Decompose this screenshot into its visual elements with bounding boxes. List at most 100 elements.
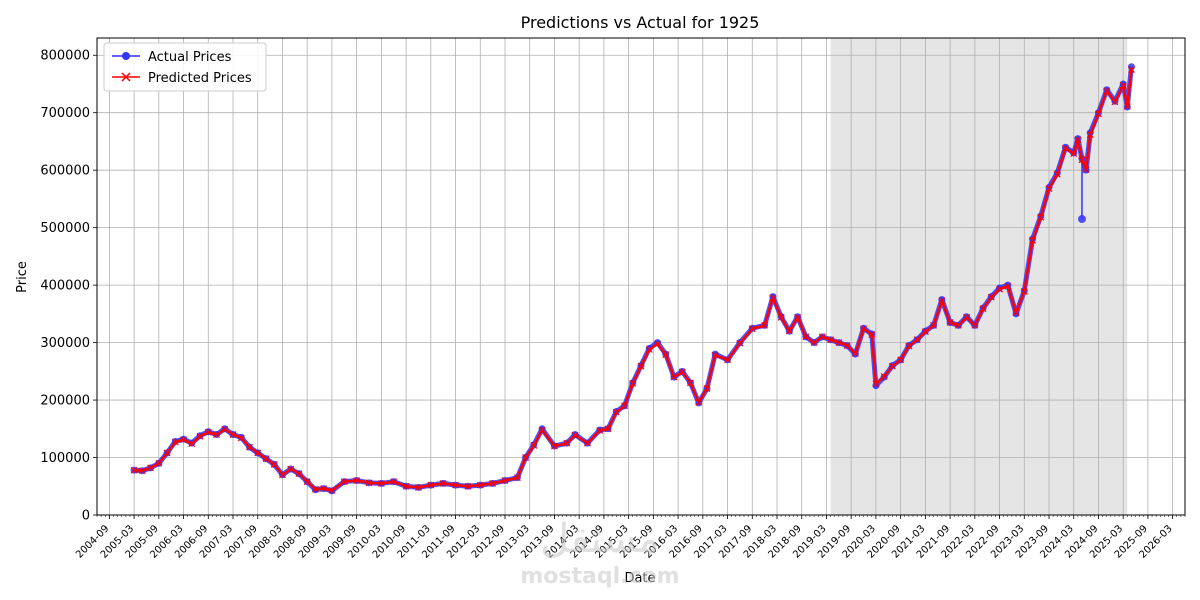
predicted-price-point bbox=[1086, 131, 1094, 138]
predicted-price-point bbox=[522, 454, 530, 461]
predicted-price-point bbox=[563, 439, 571, 447]
predicted-price-point bbox=[987, 293, 995, 301]
predicted-price-point bbox=[748, 325, 756, 333]
predicted-price-point bbox=[402, 482, 410, 490]
predicted-price-point bbox=[868, 331, 876, 338]
predicted-price-point bbox=[180, 436, 187, 444]
predicted-price-point bbox=[930, 321, 938, 329]
predicted-price-point bbox=[1020, 288, 1028, 295]
legend-predicted-label: Predicted Prices bbox=[148, 71, 252, 86]
predicted-price-point bbox=[612, 408, 620, 416]
predicted-price-point bbox=[662, 351, 670, 359]
predicted-price-point bbox=[654, 340, 661, 348]
predicted-price-point bbox=[645, 346, 653, 353]
predicted-price-point bbox=[1074, 136, 1082, 144]
predicted-price-point bbox=[583, 439, 591, 447]
watermark-arabic: مستقل bbox=[540, 516, 660, 562]
y-tick-label: 200000 bbox=[40, 394, 90, 409]
legend-box bbox=[103, 42, 267, 92]
predicted-price-point bbox=[551, 442, 558, 450]
predicted-price-point bbox=[270, 461, 278, 468]
predicted-price-point bbox=[818, 333, 826, 341]
predicted-price-point bbox=[1062, 144, 1069, 152]
shaded-region bbox=[830, 38, 1128, 515]
predicted-price-point bbox=[287, 465, 295, 473]
predicted-price-point bbox=[1095, 110, 1102, 118]
legend-actual-label: Actual Prices bbox=[148, 50, 232, 65]
predicted-price-point bbox=[489, 479, 497, 487]
predicted-price-point bbox=[695, 398, 703, 406]
predicted-price-point bbox=[476, 481, 484, 489]
predicted-price-point bbox=[971, 321, 979, 329]
predicted-price-point bbox=[905, 342, 913, 350]
predicted-price-point bbox=[439, 479, 447, 487]
predicted-price-point bbox=[979, 305, 987, 313]
predicted-price-point bbox=[785, 327, 793, 335]
predicted-price-point bbox=[303, 478, 311, 486]
predicted-price-point bbox=[1127, 66, 1135, 74]
predicted-price-point bbox=[1037, 213, 1045, 221]
predicted-price-point bbox=[237, 434, 245, 442]
predicted-price-point bbox=[1123, 102, 1131, 110]
y-tick-label: 400000 bbox=[40, 279, 90, 294]
predicted-price-point bbox=[843, 342, 851, 349]
predicted-price-point bbox=[897, 356, 905, 364]
actual-outlier-point bbox=[1077, 215, 1086, 224]
y-tick-label: 600000 bbox=[40, 164, 90, 179]
predicted-price-point bbox=[415, 483, 422, 491]
y-tick-label: 800000 bbox=[40, 49, 90, 64]
predicted-price-point bbox=[390, 478, 398, 486]
predicted-price-point bbox=[769, 294, 777, 302]
predicted-price-point bbox=[761, 321, 769, 329]
predicted-price-point bbox=[921, 328, 929, 336]
predicted-price-point bbox=[320, 485, 328, 492]
predicted-price-point bbox=[464, 482, 472, 490]
predicted-price-point bbox=[596, 427, 604, 434]
predicted-price-point bbox=[670, 373, 678, 381]
predicted-price-point bbox=[946, 319, 954, 326]
predicted-price-point bbox=[872, 380, 880, 388]
predicted-price-point bbox=[279, 471, 286, 479]
predicted-price-point bbox=[1082, 166, 1090, 174]
predicted-price-point bbox=[621, 402, 628, 410]
predicted-price-point bbox=[513, 474, 521, 482]
predicted-price-point bbox=[1045, 185, 1053, 192]
y-tick-label: 500000 bbox=[40, 221, 90, 236]
predicted-price-point bbox=[703, 385, 711, 392]
predicted-price-point bbox=[777, 313, 785, 321]
predicted-price-point bbox=[530, 442, 538, 449]
predicted-price-point bbox=[328, 486, 336, 494]
predicted-price-point bbox=[810, 339, 818, 347]
predicted-price-point bbox=[1053, 170, 1061, 178]
predicted-price-point bbox=[687, 379, 694, 387]
predicted-price-point bbox=[196, 432, 204, 440]
predicted-price-point bbox=[604, 425, 612, 433]
predicted-price-point bbox=[835, 339, 843, 347]
predicted-price-point bbox=[171, 438, 179, 446]
legend-predicted-marker bbox=[121, 72, 131, 82]
y-tick-label: 100000 bbox=[40, 451, 90, 466]
predicted-price-point bbox=[377, 479, 385, 487]
legend-actual-marker bbox=[122, 52, 130, 60]
predicted-price-point bbox=[996, 285, 1003, 293]
predicted-price-point bbox=[724, 356, 731, 364]
y-axis-label: Price bbox=[15, 261, 30, 293]
predicted-price-point bbox=[1012, 309, 1020, 317]
axes-frame bbox=[96, 37, 1186, 516]
predicted-price-point bbox=[427, 481, 435, 489]
predicted-price-point bbox=[229, 431, 237, 438]
predicted-price-point bbox=[860, 325, 867, 333]
predicted-price-point bbox=[851, 350, 859, 357]
predicted-price-point bbox=[254, 449, 262, 457]
predicted-price-point bbox=[365, 479, 373, 487]
predicted-price-point bbox=[246, 443, 253, 451]
predicted-price-point bbox=[736, 339, 744, 347]
predicted-price-point bbox=[954, 321, 962, 329]
predicted-price-point bbox=[452, 481, 459, 489]
watermark-url: mostaql.com bbox=[520, 564, 679, 589]
predicted-price-point bbox=[295, 470, 303, 478]
predicted-price-point bbox=[155, 459, 163, 467]
predicted-price-point bbox=[538, 426, 546, 434]
predicted-price-point bbox=[913, 336, 921, 344]
